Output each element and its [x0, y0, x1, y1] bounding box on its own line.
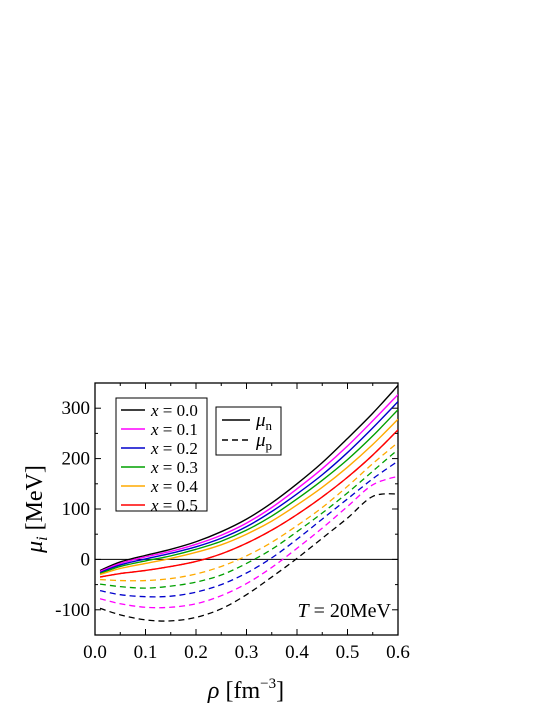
legend-label: x = 0.0: [150, 401, 198, 420]
tick-layer: 0.0 0.1 0.2 0.3 0.4 0.5 0.6 -100 0 100 200 300: [55, 382, 410, 663]
y-tick-label: 200: [62, 449, 91, 470]
series-mu-p-x04: [100, 441, 398, 582]
legend-label: x = 0.3: [150, 458, 198, 477]
x-axis-title: ρ [fm−3]: [207, 676, 284, 704]
series-mu-n-x03: [99, 409, 398, 575]
y-tick-label: 300: [62, 398, 91, 419]
x-tick-label: 0.5: [336, 642, 360, 663]
x-tick-label: 0.1: [134, 642, 158, 663]
legend-label: x = 0.4: [150, 477, 198, 496]
series-mu-p-x01: [99, 475, 398, 609]
series-mu-p-x02: [99, 460, 398, 598]
series-mu-p-x00: [99, 493, 398, 622]
x-tick-label: 0.0: [83, 642, 107, 663]
series-mu-n-x04: [99, 418, 398, 576]
series-mu-n-x05: [99, 429, 398, 578]
series-mu-n-x02: [99, 401, 398, 574]
x-tick-label: 0.3: [235, 642, 259, 663]
y-axis-title: μi [MeV]: [22, 465, 51, 554]
x-tick-label: 0.2: [184, 642, 208, 663]
series-mu-n-x01: [99, 394, 398, 573]
series-layer: [99, 385, 398, 622]
legend-label: x = 0.1: [150, 420, 198, 439]
color-legend: x = 0.0x = 0.1x = 0.2x = 0.3x = 0.4x = 0…: [115, 397, 208, 515]
series-mu-p-x03: [99, 449, 398, 589]
y-tick-label: -100: [55, 600, 90, 621]
x-tick-label: 0.4: [285, 642, 309, 663]
style-legend-box: [215, 406, 282, 456]
style-legend-label: μn: [255, 410, 273, 433]
legend-label: x = 0.5: [150, 496, 198, 515]
style-legend-label: μp: [255, 430, 272, 453]
series-mu-n-x00: [99, 385, 398, 572]
temperature-annotation: T = 20MeV: [297, 600, 391, 622]
x-tick-label: 0.6: [386, 642, 410, 663]
y-tick-label: 0: [81, 549, 91, 570]
y-tick-label: 100: [62, 499, 91, 520]
color-legend-box: [115, 397, 208, 512]
legend-label: x = 0.2: [150, 439, 198, 458]
